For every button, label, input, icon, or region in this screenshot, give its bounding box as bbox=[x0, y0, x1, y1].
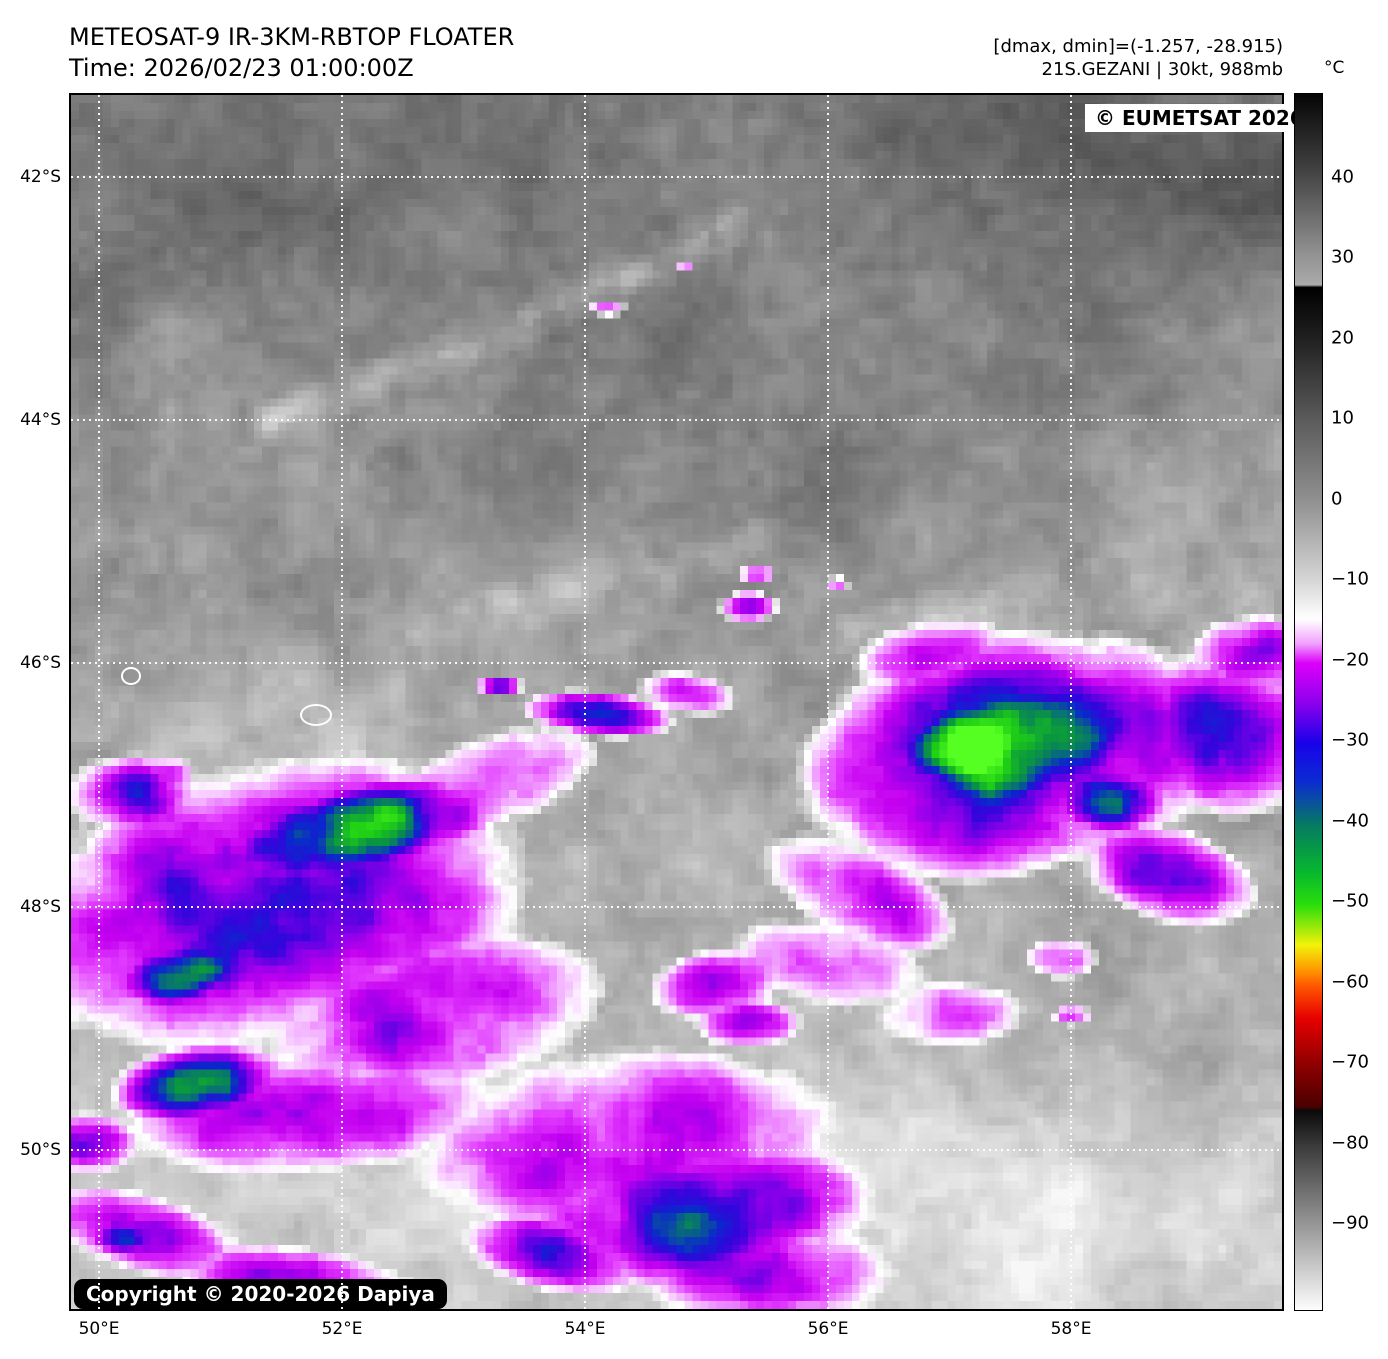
colorbar-tick-label: −50 bbox=[1331, 890, 1369, 912]
colorbar-tick-label: 10 bbox=[1331, 407, 1354, 429]
x-axis-label: 50°E bbox=[78, 1319, 120, 1339]
colorbar-tick-label: −20 bbox=[1331, 649, 1369, 671]
x-axis-label: 52°E bbox=[321, 1319, 363, 1339]
colorbar-tick-label: −90 bbox=[1331, 1212, 1369, 1234]
storm-readout: 21S.GEZANI | 30kt, 988mb bbox=[1041, 59, 1283, 80]
colorbar-tick-label: −70 bbox=[1331, 1051, 1369, 1073]
gridline-longitude bbox=[1070, 95, 1072, 1309]
colorbar-tick-label: 20 bbox=[1331, 327, 1354, 349]
colorbar bbox=[1294, 93, 1323, 1311]
gridline-latitude bbox=[71, 176, 1282, 178]
y-axis-label: 48°S bbox=[20, 897, 61, 917]
colorbar-tick-label: −40 bbox=[1331, 810, 1369, 832]
gridline-longitude bbox=[584, 95, 586, 1309]
gridline-latitude bbox=[71, 906, 1282, 908]
x-axis-label: 56°E bbox=[807, 1319, 849, 1339]
gridline-longitude bbox=[827, 95, 829, 1309]
colorbar-unit-label: °C bbox=[1324, 58, 1345, 78]
colorbar-tick-label: 0 bbox=[1331, 488, 1343, 510]
gridline-longitude bbox=[341, 95, 343, 1309]
x-axis-label: 54°E bbox=[564, 1319, 606, 1339]
gridline-latitude bbox=[71, 1149, 1282, 1151]
eumetsat-credit-badge: © EUMETSAT 2026 bbox=[1085, 104, 1314, 132]
colorbar-tick-label: 40 bbox=[1331, 166, 1354, 188]
satellite-map: © EUMETSAT 2026 Copyright © 2020-2026 Da… bbox=[69, 93, 1314, 1311]
satellite-imagery-canvas bbox=[71, 95, 1282, 1309]
copyright-badge: Copyright © 2020-2026 Dapiya bbox=[74, 1279, 447, 1309]
y-axis-label: 44°S bbox=[20, 410, 61, 430]
colorbar-tick-label: −60 bbox=[1331, 971, 1369, 993]
y-axis-label: 42°S bbox=[20, 167, 61, 187]
y-axis-label: 50°S bbox=[20, 1140, 61, 1160]
colorbar-tick-label: −10 bbox=[1331, 568, 1369, 590]
gridline-longitude bbox=[98, 95, 100, 1309]
page-title: METEOSAT-9 IR-3KM-RBTOP FLOATER bbox=[69, 23, 515, 51]
gridline-latitude bbox=[71, 419, 1282, 421]
header-info: [dmax, dmin]=(-1.257, -28.915) 21S.GEZAN… bbox=[993, 35, 1283, 81]
x-axis-label: 58°E bbox=[1050, 1319, 1092, 1339]
gridline-latitude bbox=[71, 662, 1282, 664]
colorbar-tick-label: 30 bbox=[1331, 246, 1354, 268]
time-label: Time: 2026/02/23 01:00:00Z bbox=[69, 54, 414, 82]
cloud-contour-marker bbox=[300, 704, 332, 726]
cloud-contour-marker bbox=[121, 667, 141, 685]
colorbar-tick-label: −30 bbox=[1331, 729, 1369, 751]
dmax-dmin-readout: [dmax, dmin]=(-1.257, -28.915) bbox=[993, 36, 1283, 57]
y-axis-label: 46°S bbox=[20, 653, 61, 673]
colorbar-tick-label: −80 bbox=[1331, 1132, 1369, 1154]
